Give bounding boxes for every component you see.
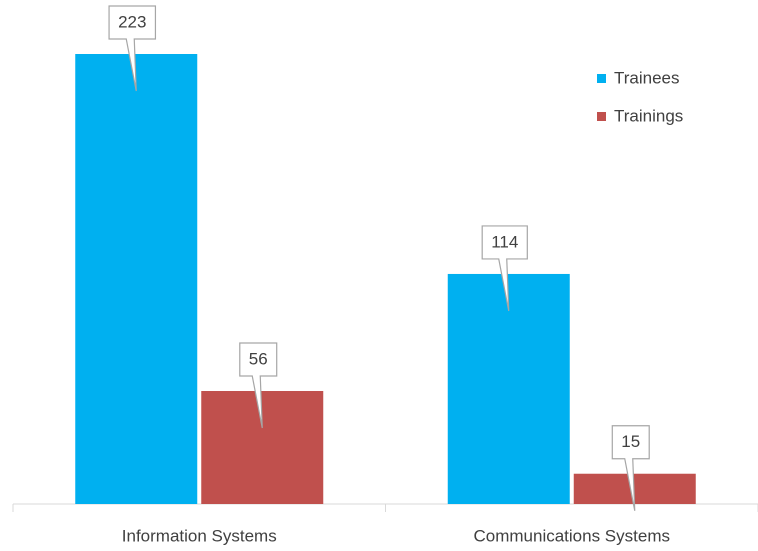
callout: [611, 425, 650, 511]
callout: [481, 225, 528, 312]
bar: [201, 390, 324, 504]
legend-label: Trainings: [614, 106, 683, 125]
bar: [447, 273, 570, 504]
legend-label: Trainees: [614, 68, 680, 87]
callout: [108, 5, 157, 92]
x-tick-label: Information Systems: [122, 526, 277, 545]
data-label-text: 114: [491, 232, 518, 251]
data-label: 15: [611, 425, 650, 511]
data-label: 223: [108, 5, 157, 92]
data-label-text: 223: [118, 12, 146, 31]
legend-swatch: [597, 74, 606, 83]
bar: [75, 54, 198, 504]
data-label: 56: [239, 342, 278, 429]
callout: [239, 342, 278, 429]
legend-swatch: [597, 112, 606, 121]
data-label-text: 56: [249, 349, 268, 368]
x-tick-label: Communications Systems: [473, 526, 670, 545]
data-label: 114: [481, 225, 528, 312]
data-label-text: 15: [621, 432, 640, 451]
